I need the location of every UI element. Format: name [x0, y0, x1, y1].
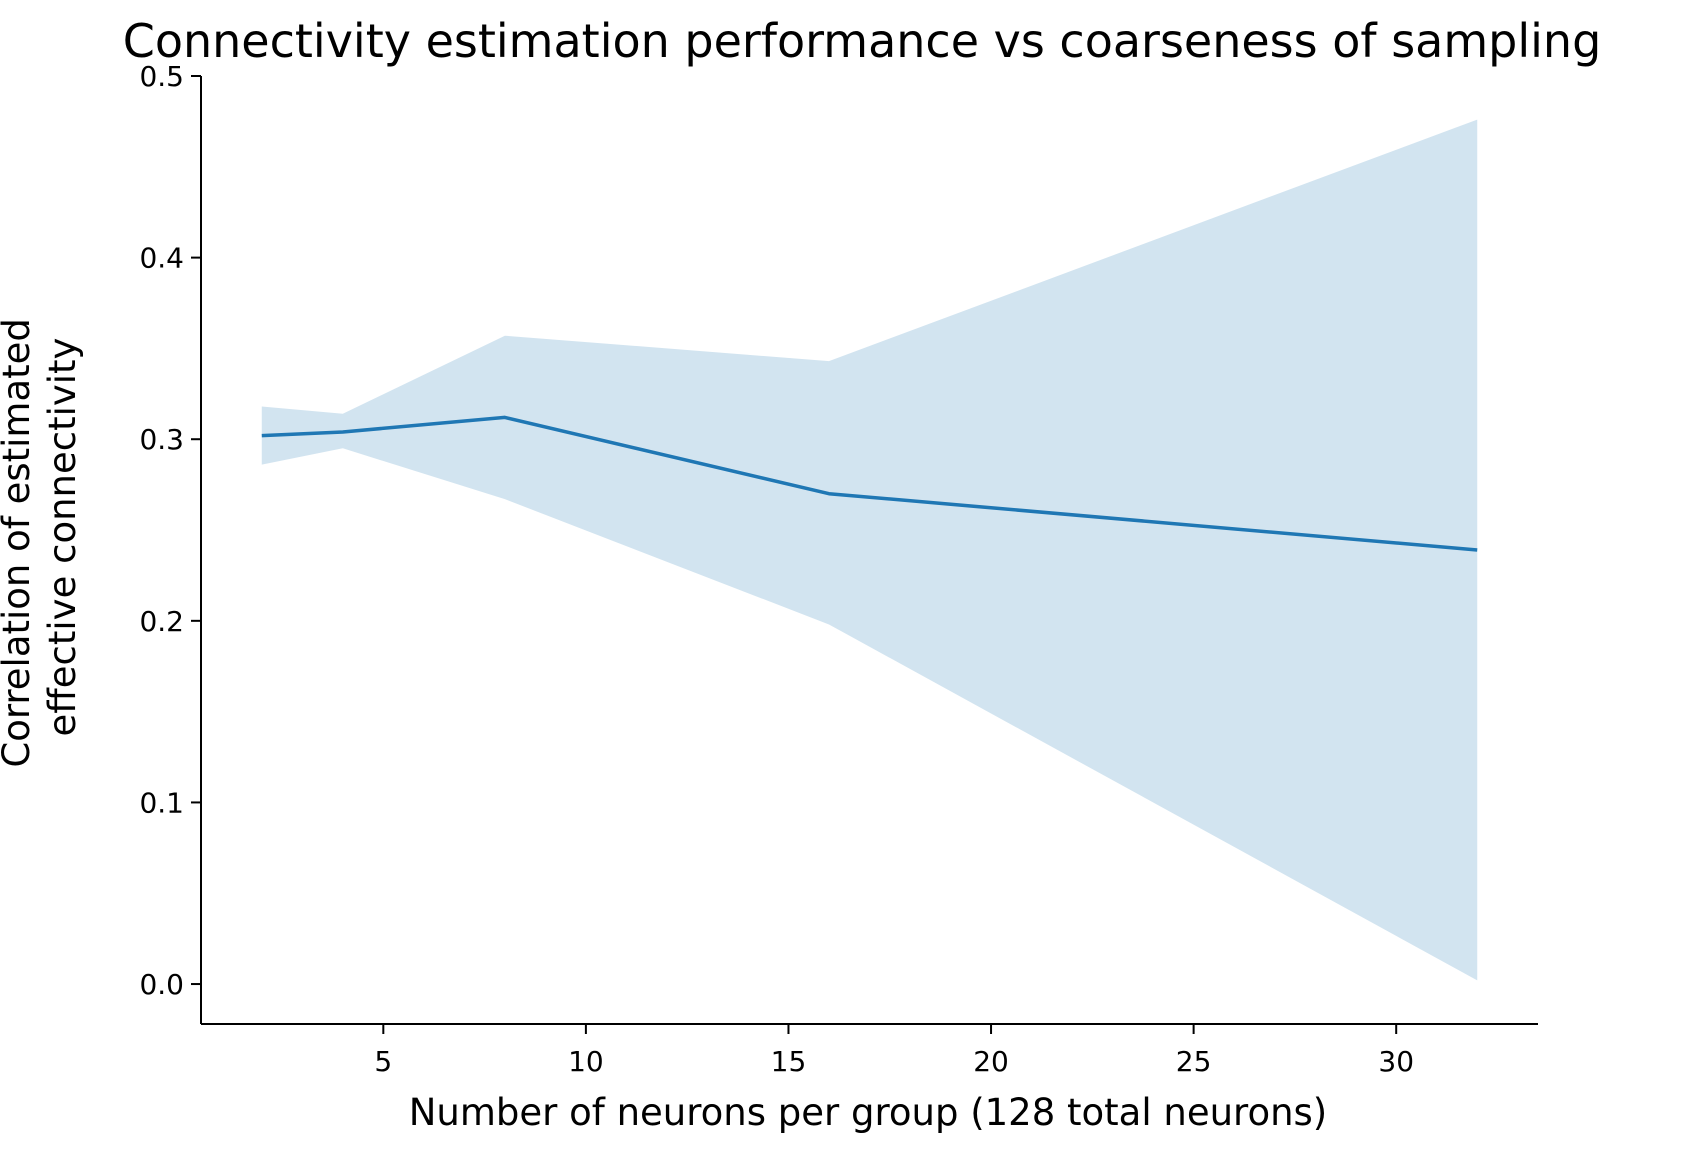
y-axis-label: Correlation of estimated effective conne…: [0, 306, 84, 767]
y-tick-label: 0.4: [139, 242, 184, 275]
chart-title: Connectivity estimation performance vs c…: [123, 14, 1602, 68]
x-axis-label: Number of neurons per group (128 total n…: [409, 1091, 1328, 1134]
x-axis-ticks: 5 10 15 20 25 30: [374, 1024, 1414, 1078]
x-tick-label: 30: [1378, 1045, 1414, 1078]
x-tick-label: 20: [973, 1045, 1009, 1078]
x-tick-label: 5: [374, 1045, 392, 1078]
y-tick-label: 0.3: [139, 423, 184, 456]
y-tick-label: 0.0: [139, 968, 184, 1001]
x-tick-label: 25: [1176, 1045, 1212, 1078]
series-line-layer: [261, 415, 1478, 552]
series-line: [261, 415, 1478, 552]
x-tick-label: 10: [568, 1045, 604, 1078]
y-axis-label-line-1: Correlation of estimated: [0, 318, 38, 768]
plot-area: [261, 119, 1478, 981]
y-tick-label: 0.5: [139, 60, 184, 93]
y-axis-ticks: 0.0 0.1 0.2 0.3 0.4 0.5: [139, 60, 201, 1001]
confidence-band: [261, 119, 1478, 981]
y-tick-label: 0.2: [139, 605, 184, 638]
y-tick-label: 0.1: [139, 786, 184, 819]
confidence-band-layer: [261, 119, 1478, 981]
y-axis-label-line-2: effective connectivity: [41, 338, 84, 737]
x-tick-label: 15: [771, 1045, 807, 1078]
